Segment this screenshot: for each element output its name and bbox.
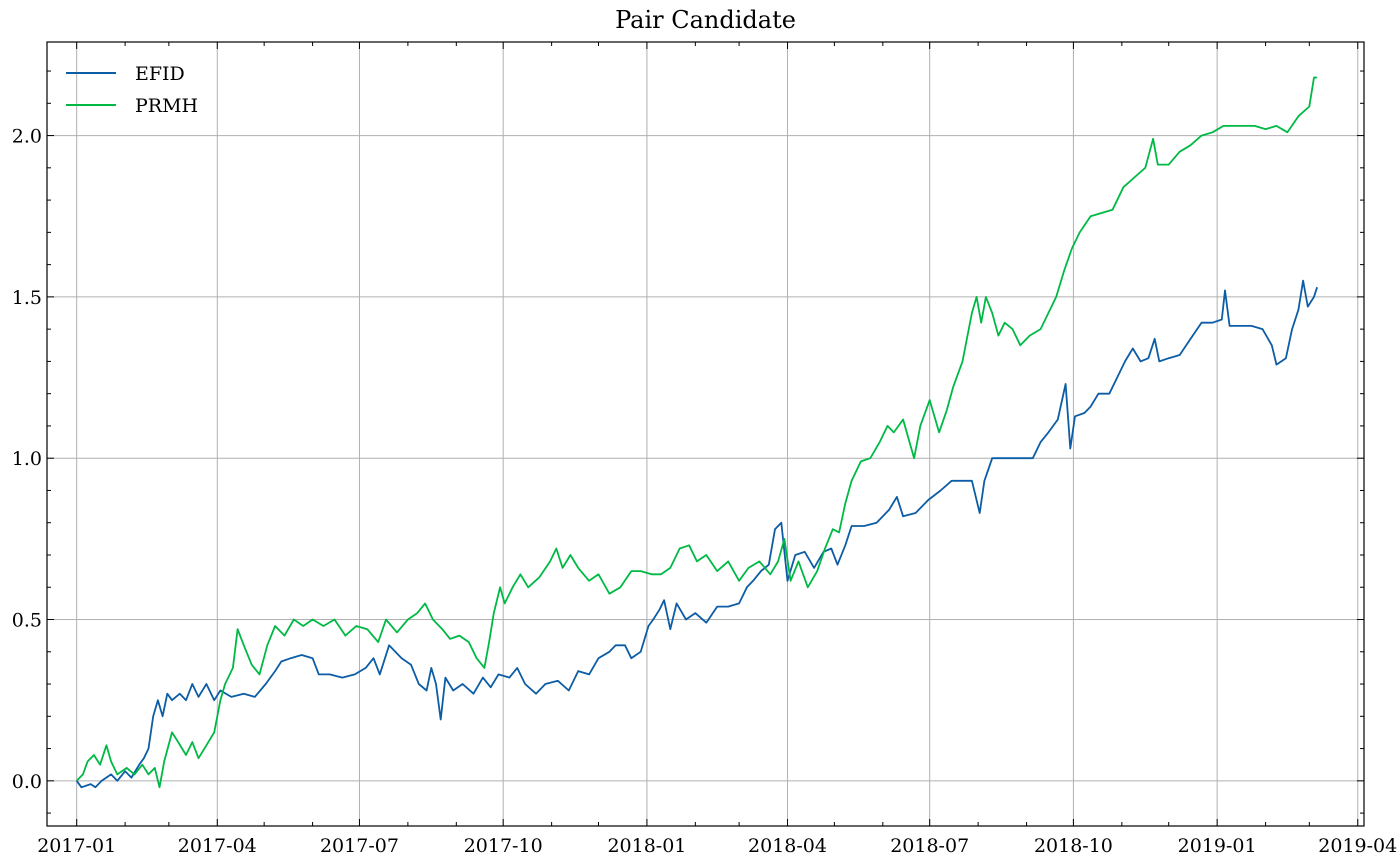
legend: EFID PRMH	[66, 63, 198, 117]
x-tick-label: 2017-01	[37, 835, 116, 857]
y-tick-label: 1.0	[12, 448, 42, 470]
grid-lines	[47, 42, 1364, 826]
y-tick-label: 0.5	[12, 610, 42, 632]
y-tick-label: 0.0	[12, 771, 42, 793]
x-tick-label: 2019-01	[1178, 835, 1257, 857]
series-line-prmh	[76, 76, 1318, 789]
tick-labels: 2017-01 2017-04 2017-07 2017-10 2018-01 2018-…	[12, 126, 1397, 857]
x-tick-label: 2018-04	[748, 835, 827, 857]
series-line-efid	[75, 279, 1318, 789]
y-tick-label: 1.5	[12, 287, 42, 309]
x-tick-label: 2017-04	[178, 835, 257, 857]
legend-label-prmh: PRMH	[135, 95, 198, 117]
x-tick-label: 2019-04	[1318, 835, 1397, 857]
x-tick-label: 2018-10	[1034, 835, 1113, 857]
x-tick-label: 2017-07	[320, 835, 399, 857]
plot-frame	[46, 41, 1365, 827]
y-tick-label: 2.0	[12, 126, 42, 148]
x-tick-label: 2017-10	[464, 835, 543, 857]
legend-label-efid: EFID	[135, 63, 185, 85]
series-lines	[75, 76, 1318, 789]
x-tick-label: 2018-07	[890, 835, 969, 857]
x-tick-label: 2018-01	[607, 835, 686, 857]
chart-title: Pair Candidate	[615, 6, 796, 34]
axis-ticks	[47, 42, 1364, 826]
